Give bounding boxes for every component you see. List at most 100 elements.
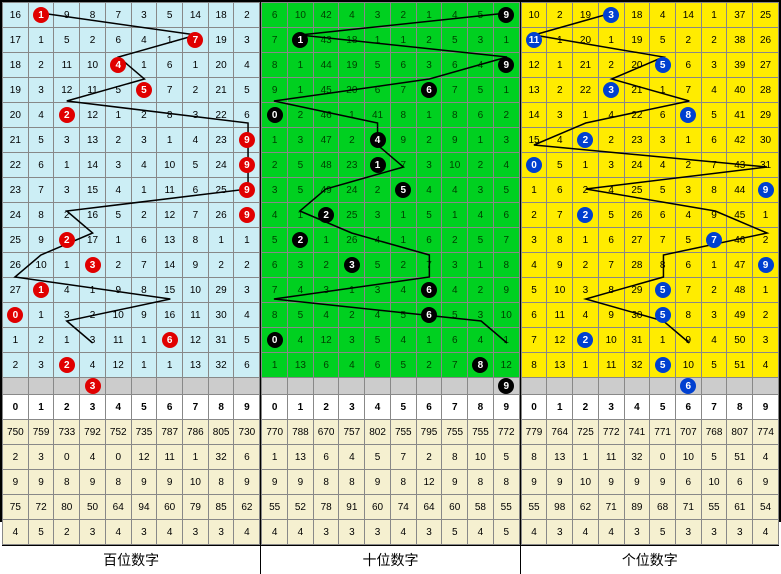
cell: 29 [208,278,234,303]
cell: 1 [54,328,80,353]
cell: 22 [208,103,234,128]
cell: 11 [521,28,547,53]
cell: 1 [573,153,599,178]
cell: 14 [183,3,209,28]
cell: 6 [416,228,442,253]
cell: 5 [234,78,260,103]
cell: 0 [262,328,288,353]
cell: 11 [157,178,183,203]
cell: 5 [365,253,391,278]
cell [54,378,80,395]
summary-cell: 8 [521,445,547,470]
summary-cell: 8 [313,470,339,495]
summary-cell: 752 [105,420,131,445]
ball: 9 [239,182,255,198]
cell: 1 [28,303,54,328]
cell [339,378,365,395]
cell: 4 [313,303,339,328]
cell: 6 [650,203,676,228]
cell: 5 [468,78,494,103]
cell: 8 [157,103,183,128]
cell: 4 [365,128,391,153]
summary-cell: 9 [624,470,650,495]
header-cell: 7 [183,395,209,420]
cell: 8 [521,353,547,378]
cell: 24 [3,203,29,228]
cell: 2 [28,53,54,78]
cell: 5 [701,103,727,128]
cell: 1 [365,153,391,178]
cell: 2 [288,228,314,253]
cell: 1 [573,228,599,253]
cell: 7 [547,203,573,228]
cell: 5 [288,303,314,328]
cell: 2 [547,3,573,28]
ball: 1 [33,7,49,23]
cell [416,378,442,395]
summary-cell: 755 [442,420,468,445]
cell: 1 [105,103,131,128]
cell: 8 [547,228,573,253]
summary-cell: 774 [753,420,779,445]
summary-cell: 3 [624,520,650,545]
cell: 1 [442,203,468,228]
summary-cell: 707 [675,420,701,445]
cell: 6 [416,278,442,303]
cell: 6 [157,53,183,78]
cell: 21 [3,128,29,153]
cell: 7 [650,228,676,253]
summary-cell: 8 [339,470,365,495]
cell: 28 [624,253,650,278]
cell: 5 [416,203,442,228]
summary-cell: 4 [598,520,624,545]
cell: 12 [183,328,209,353]
summary-cell: 725 [573,420,599,445]
cell: 2 [131,103,157,128]
cell: 7 [493,228,519,253]
cell: 9 [598,303,624,328]
cell: 2 [339,128,365,153]
cell: 3 [442,253,468,278]
cell: 13 [521,78,547,103]
summary-cell: 5 [650,520,676,545]
ball: 9 [758,182,774,198]
cell [753,378,779,395]
summary-cell: 770 [262,420,288,445]
cell: 3 [598,78,624,103]
cell: 39 [727,53,753,78]
summary-cell: 670 [313,420,339,445]
summary-cell: 757 [339,420,365,445]
cell: 41 [727,103,753,128]
cell: 11 [547,303,573,328]
cell [650,378,676,395]
cell: 9 [262,78,288,103]
summary-cell: 4 [288,520,314,545]
cell: 7 [521,328,547,353]
header-cell: 2 [54,395,80,420]
summary-cell: 9 [80,470,106,495]
cell: 23 [339,153,365,178]
summary-cell: 4 [157,520,183,545]
summary-cell: 55 [701,495,727,520]
cell: 4 [598,103,624,128]
cell: 28 [753,78,779,103]
ball: 9 [498,57,514,73]
ball: 6 [421,307,437,323]
cell: 21 [573,53,599,78]
cell: 4 [234,303,260,328]
ball: 2 [59,357,75,373]
header-cell: 1 [28,395,54,420]
ball: 5 [655,357,671,373]
ball: 7 [706,232,722,248]
cell: 11 [183,303,209,328]
cell: 1 [262,128,288,153]
cell: 47 [727,253,753,278]
cell: 1 [701,3,727,28]
header-cell: 1 [288,395,314,420]
summary-cell: 3 [80,520,106,545]
cell: 2 [573,203,599,228]
cell: 1 [416,103,442,128]
cell [105,378,131,395]
summary-cell: 730 [234,420,260,445]
summary-cell: 5 [365,445,391,470]
